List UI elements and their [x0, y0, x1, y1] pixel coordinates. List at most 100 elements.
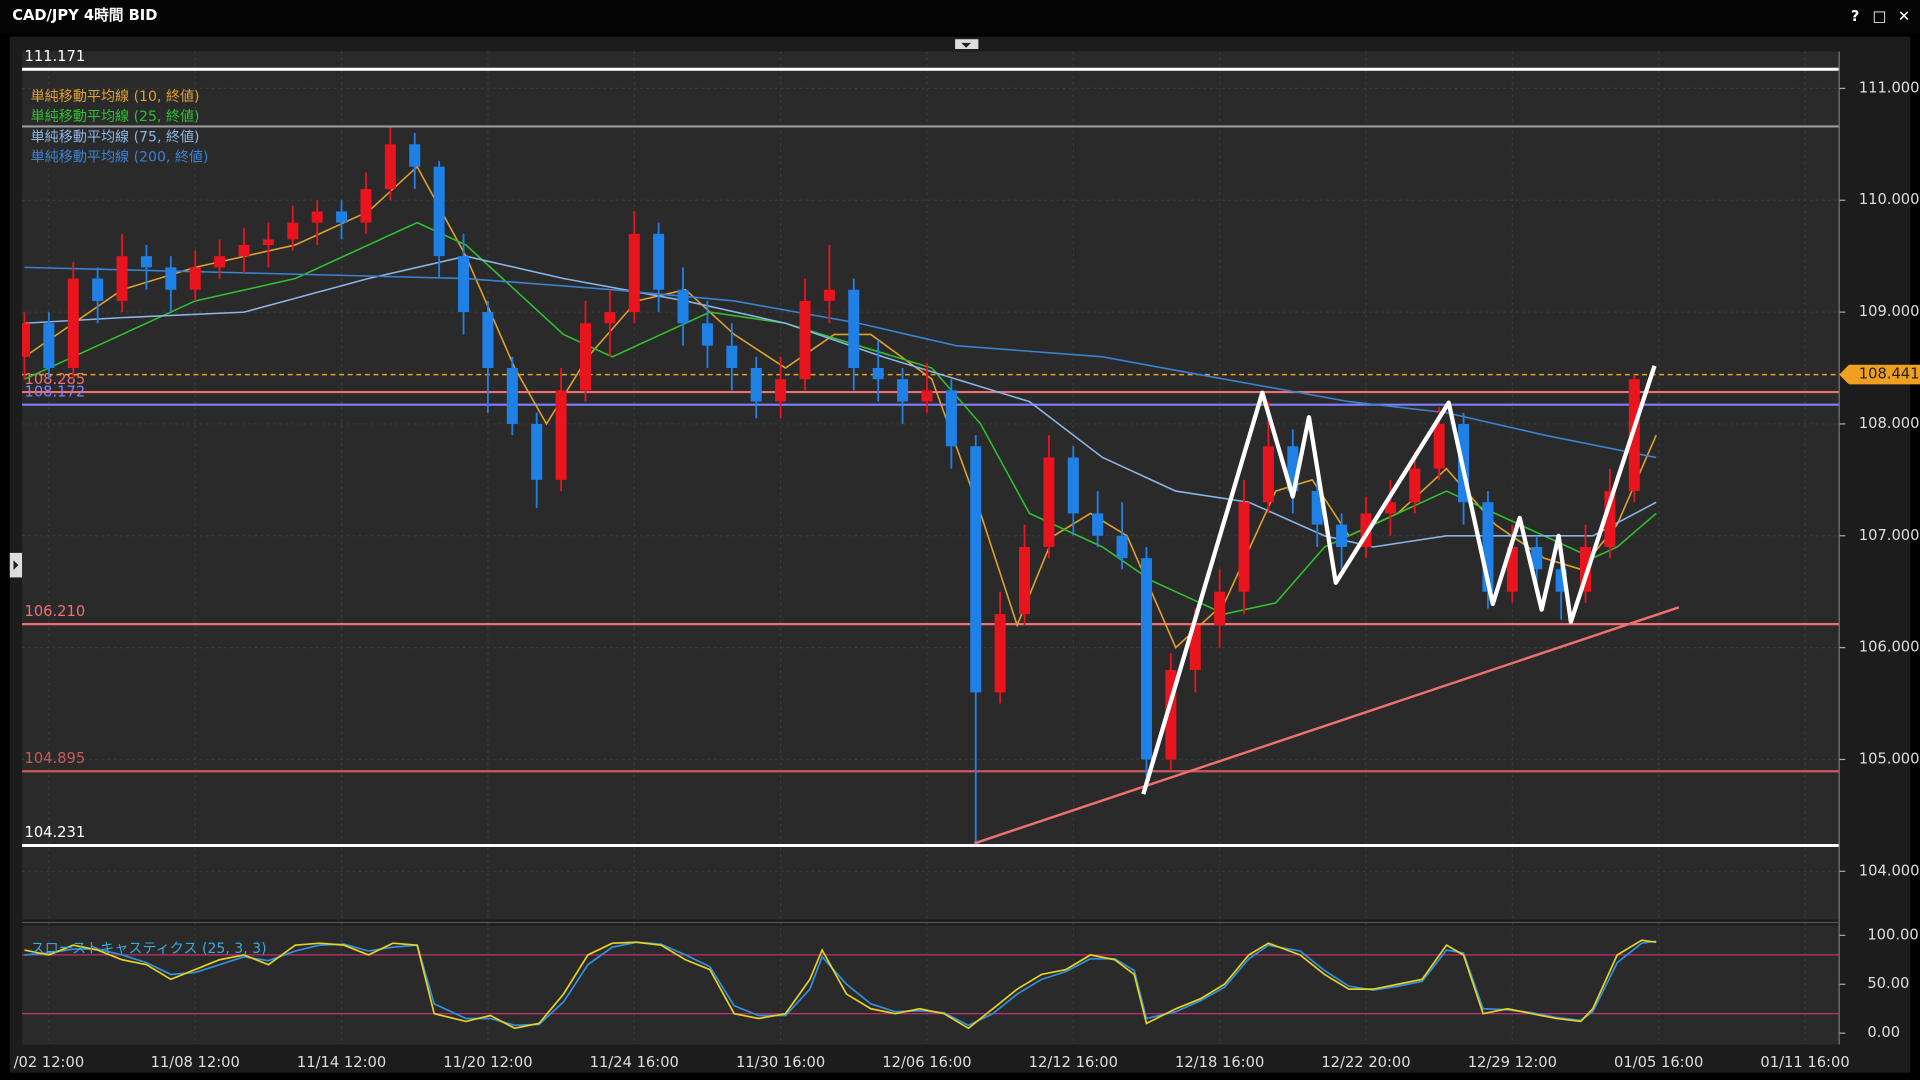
level-label: 104.895	[24, 750, 85, 767]
candle-body	[604, 312, 616, 324]
candle-body	[1580, 546, 1592, 592]
candle-body	[775, 379, 787, 402]
x-tick-label: 12/22 20:00	[1321, 1054, 1410, 1071]
candle-body	[1067, 457, 1079, 514]
level-label: 104.231	[24, 824, 85, 841]
maximize-button[interactable]: □	[1873, 8, 1887, 25]
help-button[interactable]: ?	[1851, 8, 1860, 25]
candle-body	[921, 390, 933, 402]
oscillator-series	[24, 939, 1657, 1030]
candle-body	[897, 379, 909, 402]
candle-body	[726, 345, 738, 369]
legend-entry: 単純移動平均線 (75, 終値)	[31, 129, 200, 145]
candle-body	[994, 614, 1006, 693]
x-tick-label: 12/18 16:00	[1175, 1054, 1264, 1071]
candle-body	[677, 289, 689, 324]
candle-body	[1214, 591, 1226, 626]
candle-body	[1628, 379, 1640, 492]
oscillator-line	[24, 940, 1657, 1027]
oscillator-plot	[22, 925, 1840, 1045]
candle-body	[262, 239, 274, 245]
candle-body	[287, 222, 299, 240]
candle-body	[116, 256, 128, 301]
candle-body	[1409, 468, 1421, 503]
oscillator-legend: スローストキャスティクス (25, 3, 3)	[31, 941, 267, 957]
candle-body	[799, 300, 811, 380]
y-tick-label: 104.000	[1859, 862, 1920, 879]
x-tick-label: 11/30 16:00	[736, 1054, 825, 1071]
close-button[interactable]: ✕	[1898, 8, 1910, 25]
current-price-tag	[1839, 364, 1920, 385]
candle-body	[628, 233, 640, 313]
level-label: 108.172	[24, 383, 85, 400]
y-tick-label: 105.000	[1859, 750, 1920, 767]
candle-body	[1019, 546, 1031, 615]
candle-body	[1531, 546, 1543, 570]
candle-body	[653, 233, 665, 290]
x-tick-label: /02 12:00	[14, 1054, 85, 1071]
current-price-label: 108.441	[1859, 366, 1920, 383]
price-plot	[22, 127, 1680, 845]
legend-entry: 単純移動平均線 (200, 終値)	[31, 150, 209, 166]
moving-average	[24, 255, 1657, 548]
candle-body	[1043, 457, 1055, 547]
candle-body	[43, 323, 55, 369]
x-tick-label: 12/06 16:00	[882, 1054, 971, 1071]
drawn-line	[973, 606, 1680, 845]
candle-body	[1238, 502, 1250, 592]
candle-body	[1092, 513, 1104, 536]
candle-body	[1433, 423, 1445, 469]
candle-body	[1555, 569, 1567, 592]
y-tick-label: 110.000	[1859, 191, 1920, 208]
candle-body	[970, 446, 982, 693]
candle-body	[482, 312, 494, 369]
main-plot	[22, 51, 1840, 920]
collapse-arrow	[961, 42, 972, 48]
drawn-line	[1141, 365, 1657, 795]
x-tick-label: 01/11 16:00	[1760, 1054, 1849, 1071]
x-tick-label: 01/05 16:00	[1614, 1054, 1703, 1071]
candle-body	[336, 211, 348, 223]
candle-body	[458, 256, 470, 313]
osc-tick-label: 100.00	[1867, 926, 1918, 943]
candle-body	[1336, 524, 1348, 547]
axes: /02 12:00 11/08 12:00 11/14 12:00 11/20 12:…	[14, 51, 1920, 1071]
x-tick-label: 11/24 16:00	[590, 1054, 679, 1071]
candle-body	[1311, 491, 1323, 525]
candle-body	[360, 189, 372, 223]
candle-body	[1482, 502, 1494, 592]
candle-body	[1287, 446, 1299, 492]
y-tick-label: 109.000	[1859, 303, 1920, 320]
osc-tick-label: 0.00	[1867, 1024, 1900, 1041]
x-tick-label: 11/08 12:00	[151, 1054, 240, 1071]
level-label: 106.210	[24, 603, 85, 620]
side-arrow	[13, 560, 19, 571]
level-label: 111.171	[24, 48, 85, 65]
candle-body	[140, 256, 152, 268]
oscillator-line	[24, 939, 1657, 1030]
x-tick-label: 12/29 12:00	[1468, 1054, 1557, 1071]
candle-body	[189, 267, 201, 290]
candle-body	[67, 278, 79, 369]
legend-entry: 単純移動平均線 (10, 終値)	[31, 89, 200, 105]
candle-body	[701, 323, 713, 346]
candle-body	[92, 278, 104, 301]
candle-body	[1360, 513, 1372, 547]
candle-body	[1384, 502, 1396, 514]
candle-body	[311, 211, 323, 223]
candle-body	[1604, 491, 1616, 547]
candle-body	[531, 423, 543, 480]
grid	[22, 51, 1840, 1045]
candle-body	[823, 289, 835, 301]
x-tick-label: 11/14 12:00	[297, 1054, 386, 1071]
candle-body	[1140, 558, 1152, 760]
candle-body	[1506, 546, 1518, 592]
y-tick-label: 111.000	[1859, 79, 1920, 96]
candle-body	[506, 368, 518, 424]
y-tick-label: 106.000	[1859, 639, 1920, 656]
candle-body	[750, 368, 762, 402]
candle-body	[409, 144, 421, 167]
candle-body	[1116, 535, 1128, 559]
candle-body	[872, 368, 884, 380]
window-title: CAD/JPY 4時間 BID	[12, 6, 157, 24]
